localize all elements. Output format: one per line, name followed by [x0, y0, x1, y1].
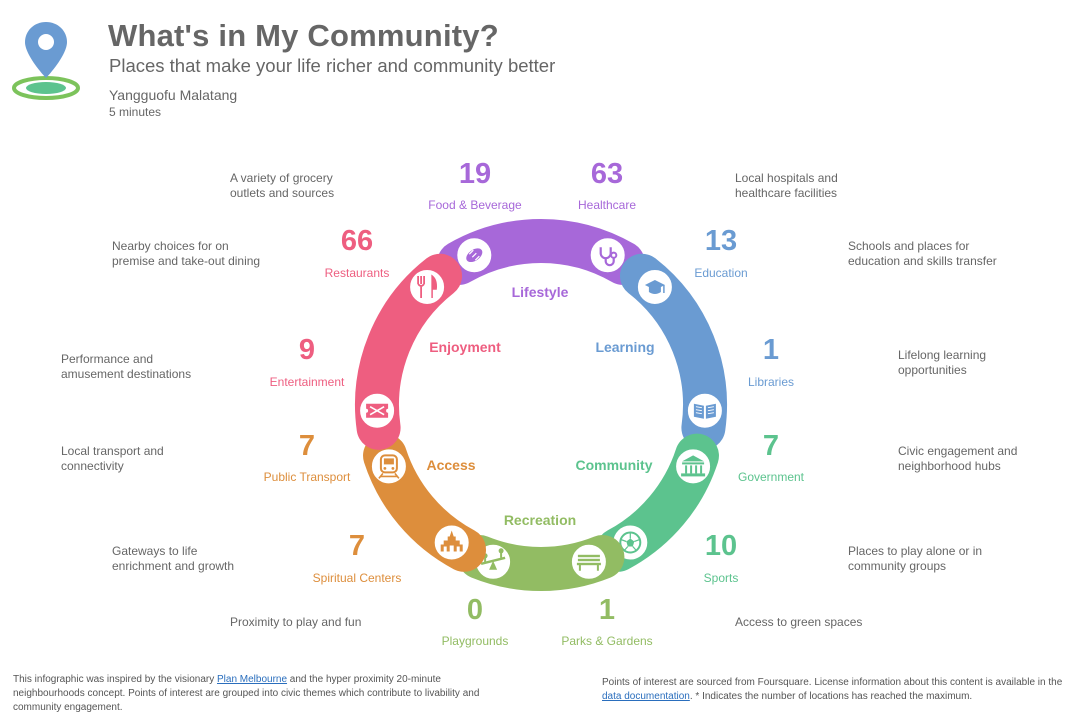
theme-label-recreation: Recreation: [503, 512, 577, 528]
libraries-label: Libraries: [747, 375, 795, 389]
parks-gardens-count: 1: [598, 594, 616, 626]
restaurants-label: Restaurants: [324, 266, 390, 280]
playgrounds-description: Proximity to play and fun: [230, 615, 362, 629]
education-count: 13: [704, 225, 738, 257]
fork-knife-icon: [408, 268, 447, 306]
food-beverage-count: 19: [458, 158, 492, 190]
government-building-icon: [674, 447, 713, 486]
theme-label-learning: Learning: [595, 339, 655, 355]
education-description: Schools and places for education and ski…: [848, 239, 997, 268]
temple-icon: [432, 523, 471, 562]
spiritual-centers-description: Gateways to life enrichment and growth: [112, 544, 235, 573]
restaurants-count: 66: [340, 225, 374, 257]
page-title: What's in My Community?: [108, 18, 499, 53]
healthcare-count: 63: [590, 158, 624, 190]
sports-description: Places to play alone or in community gro…: [848, 544, 983, 573]
entertainment-label: Entertainment: [269, 375, 345, 389]
public-transport-label: Public Transport: [263, 470, 351, 484]
theme-label-enjoyment: Enjoyment: [429, 339, 501, 355]
healthcare-label: Healthcare: [577, 198, 637, 212]
libraries-description: Lifelong learning opportunities: [898, 348, 987, 377]
data-documentation-link[interactable]: data documentation: [602, 691, 690, 702]
libraries-count: 1: [762, 334, 780, 366]
ticket-icon: [358, 391, 397, 430]
government-description: Civic engagement and neighborhood hubs: [898, 444, 1018, 473]
spiritual-centers-count: 7: [348, 530, 366, 562]
book-icon: [685, 391, 724, 430]
location-pin-logo-icon: [12, 22, 80, 100]
spiritual-centers-label: Spiritual Centers: [312, 571, 402, 585]
graduation-cap-icon: [635, 268, 674, 306]
food-beverage-label: Food & Beverage: [428, 198, 522, 212]
theme-label-access: Access: [426, 457, 476, 473]
playgrounds-label: Playgrounds: [441, 634, 509, 648]
playgrounds-count: 0: [466, 594, 484, 626]
entertainment-count: 9: [298, 334, 316, 366]
government-label: Government: [737, 470, 805, 484]
healthcare-description: Local hospitals and healthcare facilitie…: [735, 171, 838, 200]
parks-gardens-description: Access to green spaces: [735, 615, 863, 629]
bread-icon: [455, 236, 494, 275]
parks-gardens-label: Parks & Gardens: [561, 634, 653, 648]
footer-source-note: Points of interest are sourced from Four…: [602, 677, 1063, 702]
park-bench-icon: [569, 542, 608, 581]
government-count: 7: [762, 430, 780, 462]
train-icon: [369, 447, 408, 486]
travel-time: 5 minutes: [109, 105, 162, 119]
place-name: Yangguofu Malatang: [109, 87, 238, 103]
entertainment-description: Performance and amusement destinations: [61, 352, 192, 381]
theme-label-community: Community: [575, 457, 653, 473]
stethoscope-icon: [588, 236, 627, 275]
page-subtitle: Places that make your life richer and co…: [109, 55, 556, 76]
public-transport-count: 7: [298, 430, 316, 462]
education-label: Education: [694, 266, 748, 280]
sports-count: 10: [704, 530, 738, 562]
plan-melbourne-link[interactable]: Plan Melbourne: [216, 674, 288, 685]
food-beverage-description: A variety of grocery outlets and sources: [230, 171, 335, 200]
sports-label: Sports: [703, 571, 739, 585]
theme-label-lifestyle: Lifestyle: [511, 284, 569, 300]
restaurants-description: Nearby choices for on premise and take-o…: [112, 239, 261, 268]
public-transport-description: Local transport and connectivity: [61, 444, 164, 473]
footer-inspiration-note: This infographic was inspired by the vis…: [13, 674, 480, 713]
